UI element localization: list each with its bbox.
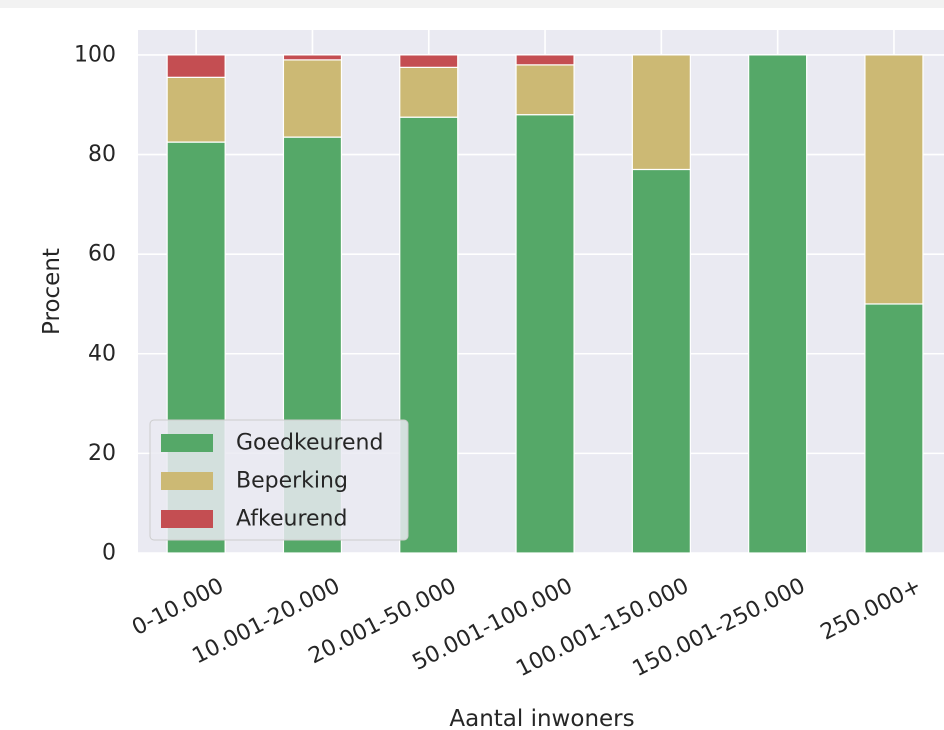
legend-label-afkeurend: Afkeurend <box>236 507 347 532</box>
bar-goedkeurend-5 <box>748 54 808 554</box>
y-axis-label: Procent <box>39 248 65 335</box>
top-strip <box>0 0 944 8</box>
legend-label-beperking: Beperking <box>236 469 348 494</box>
bar-goedkeurend-3 <box>515 114 575 554</box>
bar-beperking-1 <box>282 59 343 138</box>
x-tick-labels: 0-10.00010.001-20.00020.001-50.00050.001… <box>128 574 925 682</box>
bar-afkeurend-1 <box>282 54 343 61</box>
x-tick-label-6: 250.000+ <box>817 574 926 646</box>
bar-goedkeurend-4 <box>631 168 691 554</box>
y-tick-label-2: 40 <box>88 341 116 366</box>
bar-goedkeurend-2 <box>399 116 459 554</box>
legend-swatch-afkeurend <box>161 510 213 528</box>
bar-beperking-6 <box>864 54 924 305</box>
y-tick-label-3: 60 <box>88 242 116 267</box>
legend: Goedkeurend Beperking Afkeurend <box>149 419 409 541</box>
bar-beperking-0 <box>166 76 226 143</box>
bar-afkeurend-3 <box>515 54 575 66</box>
legend-label-goedkeurend: Goedkeurend <box>236 431 383 456</box>
bar-beperking-3 <box>515 64 575 116</box>
bar-afkeurend-2 <box>399 54 459 68</box>
bar-goedkeurend-6 <box>864 303 924 554</box>
legend-box <box>149 419 409 541</box>
y-tick-label-4: 80 <box>88 142 116 167</box>
bar-beperking-4 <box>631 54 691 171</box>
x-axis-label: Aantal inwoners <box>449 706 634 730</box>
bar-beperking-2 <box>399 66 459 118</box>
legend-swatch-beperking <box>161 472 213 490</box>
bar-afkeurend-0 <box>166 54 226 78</box>
y-tick-label-5: 100 <box>74 42 116 67</box>
y-tick-label-0: 0 <box>102 541 116 566</box>
x-tick-label-0: 0-10.000 <box>128 574 227 641</box>
legend-swatch-goedkeurend <box>161 434 213 452</box>
y-tick-label-1: 20 <box>88 441 116 466</box>
y-tick-labels: 0 20 40 60 80 100 <box>74 42 116 565</box>
